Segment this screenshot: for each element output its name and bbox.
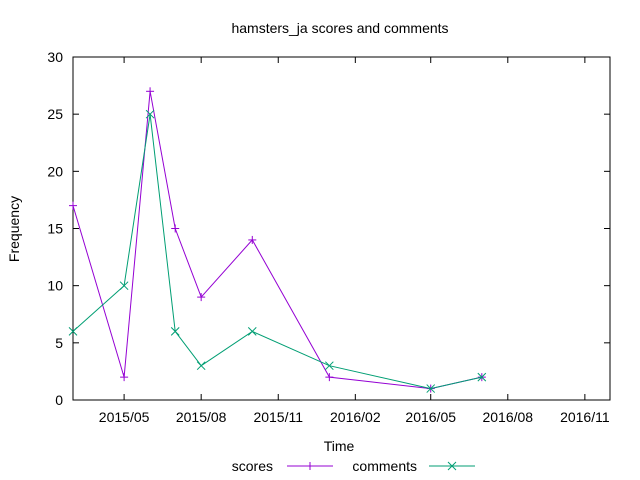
y-tick-label: 25 bbox=[47, 106, 63, 122]
x-tick-label: 2016/02 bbox=[330, 409, 381, 425]
comments-point bbox=[426, 384, 436, 393]
chart-title: hamsters_ja scores and comments bbox=[231, 20, 448, 36]
x-tick-label: 2015/08 bbox=[176, 409, 227, 425]
scores-point bbox=[69, 201, 77, 210]
scores-point bbox=[146, 87, 155, 96]
comments-point bbox=[68, 327, 78, 336]
scores-point bbox=[120, 373, 129, 382]
scores-point bbox=[197, 293, 206, 302]
x-tick-label: 2015/05 bbox=[99, 409, 150, 425]
y-tick-label: 30 bbox=[47, 49, 63, 65]
y-tick-label: 5 bbox=[55, 335, 63, 351]
legend-marker bbox=[447, 461, 457, 471]
scores-point bbox=[325, 373, 334, 382]
legend-label: scores bbox=[232, 458, 273, 474]
comments-point bbox=[247, 327, 257, 336]
x-tick-label: 2016/11 bbox=[560, 409, 610, 425]
comments-point bbox=[477, 372, 487, 382]
x-tick-label: 2015/11 bbox=[253, 409, 303, 425]
x-axis-label: Time bbox=[324, 438, 355, 454]
scores-point bbox=[171, 224, 180, 233]
scores-point bbox=[248, 235, 257, 244]
y-tick-label: 20 bbox=[47, 163, 63, 179]
series-layer bbox=[68, 87, 487, 393]
scores-line bbox=[72, 91, 482, 390]
comments-point bbox=[196, 361, 206, 371]
legend: scores comments bbox=[232, 458, 475, 474]
comments-point bbox=[324, 361, 334, 371]
y-tick-label: 15 bbox=[47, 221, 63, 237]
y-tick-label: 0 bbox=[55, 392, 63, 408]
legend-item-comments: comments bbox=[352, 458, 475, 474]
legend-marker bbox=[306, 462, 314, 470]
series-comments bbox=[68, 109, 487, 393]
x-tick-label: 2016/05 bbox=[405, 409, 456, 425]
y-axis-label: Frequency bbox=[6, 196, 22, 262]
y-axis: 0 5 10 15 20 25 30 bbox=[47, 49, 610, 408]
y-tick-label: 10 bbox=[47, 278, 63, 294]
comments-point bbox=[119, 281, 129, 291]
x-tick-label: 2016/08 bbox=[482, 409, 533, 425]
comments-point bbox=[170, 327, 180, 336]
legend-item-scores: scores bbox=[232, 458, 333, 474]
x-axis: 2015/05 2015/08 2015/11 2016/02 2016/05 2016/… bbox=[99, 57, 610, 425]
comments-line bbox=[72, 114, 482, 390]
legend-label: comments bbox=[352, 458, 417, 474]
comments-point bbox=[145, 109, 155, 119]
